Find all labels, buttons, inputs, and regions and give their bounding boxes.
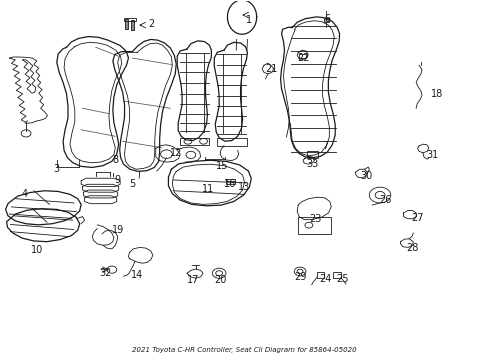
Text: 17: 17 [187, 275, 199, 285]
Text: 31: 31 [425, 150, 437, 160]
Text: 18: 18 [430, 89, 442, 99]
Bar [217, 138, 247, 145]
Text: 9: 9 [114, 175, 121, 185]
Bar [131, 20, 134, 30]
Text: 20: 20 [213, 275, 226, 285]
Text: 1: 1 [246, 15, 252, 26]
Bar [332, 272, 340, 278]
Text: 16: 16 [224, 179, 236, 189]
Text: 13: 13 [238, 182, 250, 192]
Text: 3: 3 [54, 164, 60, 174]
Text: 15: 15 [216, 161, 228, 171]
Text: 8: 8 [112, 155, 118, 165]
Text: 12: 12 [170, 148, 182, 158]
Text: 24: 24 [318, 274, 330, 284]
Text: 33: 33 [306, 159, 318, 169]
Text: 22: 22 [296, 53, 308, 63]
Bar [125, 19, 128, 30]
Bar [306, 151, 317, 158]
Text: 2: 2 [148, 19, 155, 29]
Text: 27: 27 [410, 213, 423, 222]
Bar [225, 179, 234, 184]
Text: 29: 29 [294, 272, 306, 282]
Text: 23: 23 [308, 215, 321, 224]
Text: 6: 6 [324, 14, 330, 24]
Text: 5: 5 [129, 179, 135, 189]
Text: 4: 4 [22, 189, 28, 199]
Bar [299, 54, 305, 58]
Text: 10: 10 [31, 245, 43, 255]
Text: 2021 Toyota C-HR Controller, Seat Cli Diagram for 85864-05020: 2021 Toyota C-HR Controller, Seat Cli Di… [132, 347, 356, 353]
Text: 28: 28 [406, 243, 418, 253]
Text: 19: 19 [111, 225, 123, 235]
Text: 11: 11 [202, 184, 214, 194]
Text: 26: 26 [379, 195, 391, 205]
Text: 30: 30 [360, 171, 372, 181]
Bar [298, 217, 330, 234]
Text: 7: 7 [321, 141, 327, 151]
Bar [316, 272, 324, 278]
Bar [324, 18, 328, 22]
Bar [180, 138, 209, 145]
Text: 14: 14 [131, 270, 143, 280]
Text: 25: 25 [335, 274, 347, 284]
Bar [124, 18, 136, 21]
Text: 21: 21 [264, 64, 277, 74]
Text: 32: 32 [99, 268, 111, 278]
